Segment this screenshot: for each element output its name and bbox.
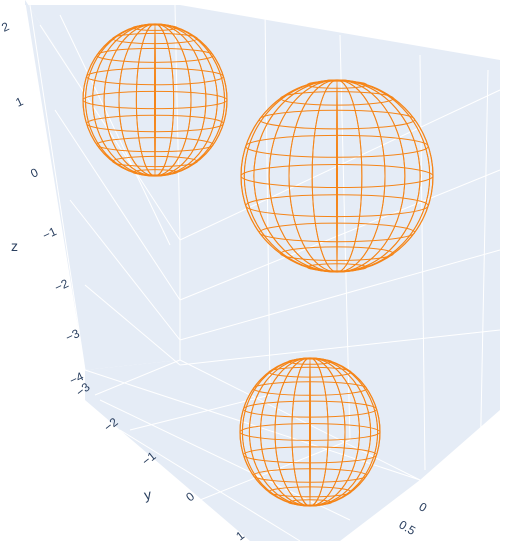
gridline — [84, 284, 181, 366]
gridline — [54, 109, 181, 301]
gridline — [179, 359, 421, 481]
x-tick-label: 0 — [417, 499, 430, 515]
sphere-outline — [82, 23, 228, 177]
gridline — [94, 359, 181, 396]
gridline — [179, 169, 501, 301]
z-tick-label: −3 — [63, 326, 82, 345]
x-tick-label: 0.5 — [397, 517, 419, 538]
z-tick-label: 0 — [28, 165, 40, 181]
gridline — [479, 69, 489, 471]
sphere-meridian — [309, 357, 311, 507]
z-tick-label: −4 — [67, 369, 86, 388]
sphere-upper-right — [240, 79, 434, 273]
gridline — [84, 369, 421, 481]
gridline — [339, 34, 351, 441]
y-axis-title: y — [143, 486, 153, 503]
gridline — [179, 89, 501, 241]
axis-titles: zy — [11, 238, 152, 503]
gridline — [179, 329, 501, 366]
sphere-meridian — [154, 23, 156, 177]
side-wall-panel — [25, 0, 180, 370]
sphere-wireframes — [82, 23, 434, 507]
sphere-outline — [240, 79, 434, 273]
gridline — [149, 469, 231, 541]
gridline — [174, 4, 181, 241]
z-tick-label: −1 — [40, 224, 59, 243]
gridline — [119, 429, 301, 541]
sphere-lower — [239, 357, 381, 507]
gridline — [264, 9, 271, 391]
gridline — [419, 54, 426, 471]
z-tick-label: 2 — [0, 19, 12, 35]
back-wall-panel — [25, 0, 500, 240]
gridline — [29, 4, 86, 371]
sphere-upper-left — [82, 23, 228, 177]
z-tick-label: 1 — [13, 94, 25, 110]
gridline — [69, 199, 181, 341]
gridline — [39, 24, 181, 241]
sphere-meridian — [336, 79, 338, 273]
sphere-outline — [239, 357, 381, 507]
gridline — [179, 249, 501, 341]
z-axis-title: z — [11, 238, 18, 254]
z-tick-label: −2 — [52, 276, 71, 295]
